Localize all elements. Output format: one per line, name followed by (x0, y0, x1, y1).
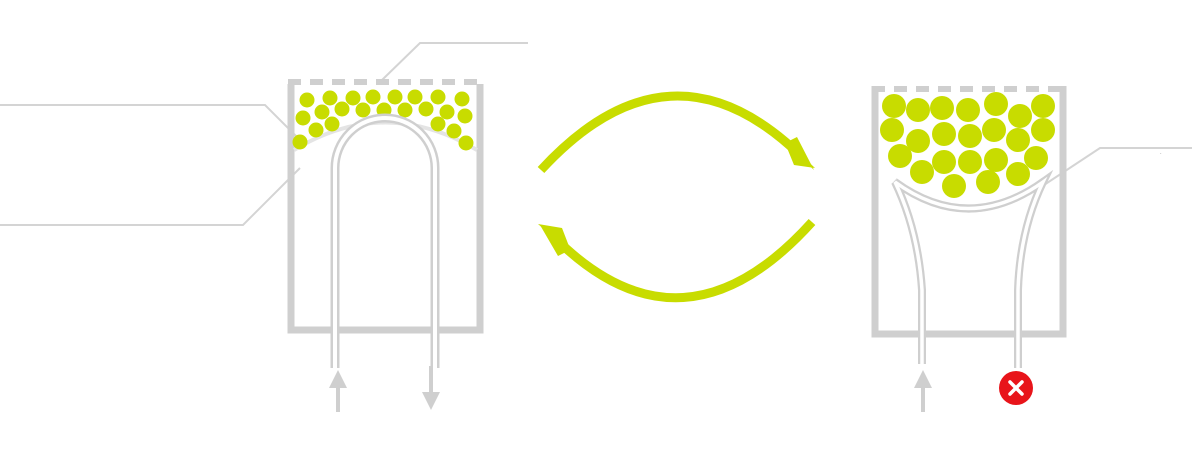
granule (958, 150, 982, 174)
forward-arc-arrow (537, 91, 815, 174)
granule (387, 89, 403, 105)
granule (430, 116, 446, 132)
small-mark-label: - (1160, 150, 1162, 155)
granule (322, 90, 338, 106)
return-arc-arrow (538, 218, 816, 303)
granule (910, 160, 934, 184)
granule (1024, 146, 1048, 170)
granule (1031, 94, 1055, 118)
granule (454, 91, 470, 107)
granule (1008, 104, 1032, 128)
granule (430, 89, 446, 105)
flow-out-arrow (422, 366, 440, 410)
granule (976, 170, 1000, 194)
leader-line-upper-left (0, 104, 301, 141)
granule (888, 144, 912, 168)
granule (407, 89, 423, 105)
granule (418, 101, 434, 117)
left-u-tube-inner (333, 116, 437, 368)
granule (314, 104, 330, 120)
granule (1031, 118, 1055, 142)
flow-in-arrow (329, 370, 347, 412)
granule (932, 150, 956, 174)
granule (397, 102, 413, 118)
granule (880, 118, 904, 142)
granule (984, 92, 1008, 116)
right-tube-inner (893, 176, 1048, 368)
granule (439, 104, 455, 120)
granule (906, 129, 930, 153)
leader-line-lower-left (0, 167, 301, 226)
granule (956, 98, 980, 122)
right-flow-in-arrow (914, 370, 932, 412)
right-vessel-panel (871, 86, 1192, 412)
granule (932, 122, 956, 146)
granule (324, 116, 340, 132)
granule (295, 110, 311, 126)
granule (930, 96, 954, 120)
granule (1006, 128, 1030, 152)
blocked-x-marker (999, 371, 1033, 405)
granule (299, 92, 315, 108)
granule (982, 118, 1006, 142)
granule (906, 98, 930, 122)
granule (355, 102, 371, 118)
granule (446, 123, 462, 139)
right-vessel-wall (871, 86, 1067, 338)
granule (457, 108, 473, 124)
granule (334, 101, 350, 117)
granule (958, 124, 982, 148)
granule (984, 148, 1008, 172)
granule (345, 90, 361, 106)
left-vessel-wall (287, 84, 484, 334)
granule (308, 122, 324, 138)
granule (458, 135, 474, 151)
granule (292, 134, 308, 150)
leader-line-top (381, 42, 528, 81)
granule (1006, 162, 1030, 186)
granule (882, 94, 906, 118)
granule (942, 174, 966, 198)
left-vessel-panel (0, 42, 528, 412)
right-granule-bed (880, 92, 1055, 198)
cycle-arrows (537, 91, 816, 303)
granule (365, 89, 381, 105)
